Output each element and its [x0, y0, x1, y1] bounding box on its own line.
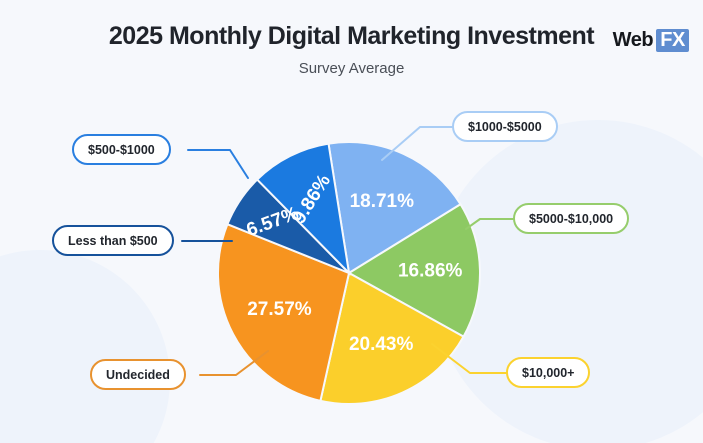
pie-chart: 18.71% 16.86% 20.43% 27.57% 6.57% 9.86%	[216, 140, 482, 406]
callout-undecided[interactable]: Undecided	[90, 359, 186, 390]
callout-10000-plus-label: $10,000+	[522, 365, 575, 380]
background-blob-left	[0, 250, 170, 443]
callout-1000-5000[interactable]: $1000-$5000	[452, 111, 558, 142]
pie-slice-value-label: 20.43%	[349, 334, 414, 355]
callout-500-1000[interactable]: $500-$1000	[72, 134, 171, 165]
callout-500-1000-label: $500-$1000	[88, 142, 155, 157]
webfx-logo: Web FX	[612, 29, 689, 53]
chart-header: 2025 Monthly Digital Marketing Investmen…	[0, 22, 703, 77]
pie-slice[interactable]	[255, 142, 351, 276]
callout-less-than-500-label: Less than $500	[68, 233, 158, 248]
callout-less-than-500[interactable]: Less than $500	[52, 225, 174, 256]
callout-5000-10000[interactable]: $5000-$10,000	[513, 203, 630, 234]
callout-5000-10000-label: $5000-$10,000	[529, 211, 614, 226]
page-title: 2025 Monthly Digital Marketing Investmen…	[108, 22, 595, 50]
logo-badge-fx: FX	[656, 29, 689, 53]
pie-slice-value-label: 16.86%	[398, 261, 463, 282]
pie-slice-value-label: 27.57%	[247, 299, 312, 320]
pie-chart-svg: 18.71%16.86%20.43%27.57%6.57%9.86%	[217, 141, 481, 406]
pie-slice-value-label: 18.71%	[350, 191, 415, 212]
callout-10000-plus[interactable]: $10,000+	[506, 357, 591, 388]
page-subtitle: Survey Average	[298, 59, 405, 77]
callout-undecided-label: Undecided	[106, 367, 170, 382]
callout-1000-5000-label: $1000-$5000	[468, 119, 542, 134]
logo-text-web: Web	[612, 29, 654, 52]
